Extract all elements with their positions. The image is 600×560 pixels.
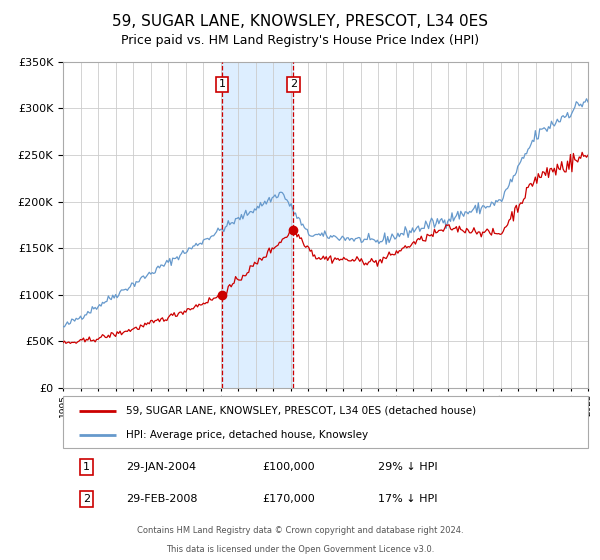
Text: £100,000: £100,000 [263, 462, 315, 472]
Text: 2: 2 [83, 494, 90, 504]
Text: This data is licensed under the Open Government Licence v3.0.: This data is licensed under the Open Gov… [166, 545, 434, 554]
FancyBboxPatch shape [63, 396, 588, 448]
Text: 1: 1 [218, 80, 226, 90]
Text: 2: 2 [290, 80, 297, 90]
Bar [222, 62, 293, 388]
Text: £170,000: £170,000 [263, 494, 315, 504]
Text: 17% ↓ HPI: 17% ↓ HPI [378, 494, 437, 504]
Text: Price paid vs. HM Land Registry's House Price Index (HPI): Price paid vs. HM Land Registry's House … [121, 34, 479, 46]
Text: 1: 1 [83, 462, 90, 472]
Text: Contains HM Land Registry data © Crown copyright and database right 2024.: Contains HM Land Registry data © Crown c… [137, 526, 463, 535]
Text: 59, SUGAR LANE, KNOWSLEY, PRESCOT, L34 0ES: 59, SUGAR LANE, KNOWSLEY, PRESCOT, L34 0… [112, 14, 488, 29]
Text: 29-JAN-2004: 29-JAN-2004 [126, 462, 196, 472]
Text: 29-FEB-2008: 29-FEB-2008 [126, 494, 197, 504]
Text: 59, SUGAR LANE, KNOWSLEY, PRESCOT, L34 0ES (detached house): 59, SUGAR LANE, KNOWSLEY, PRESCOT, L34 0… [126, 406, 476, 416]
Text: 29% ↓ HPI: 29% ↓ HPI [378, 462, 437, 472]
Text: HPI: Average price, detached house, Knowsley: HPI: Average price, detached house, Know… [126, 430, 368, 440]
